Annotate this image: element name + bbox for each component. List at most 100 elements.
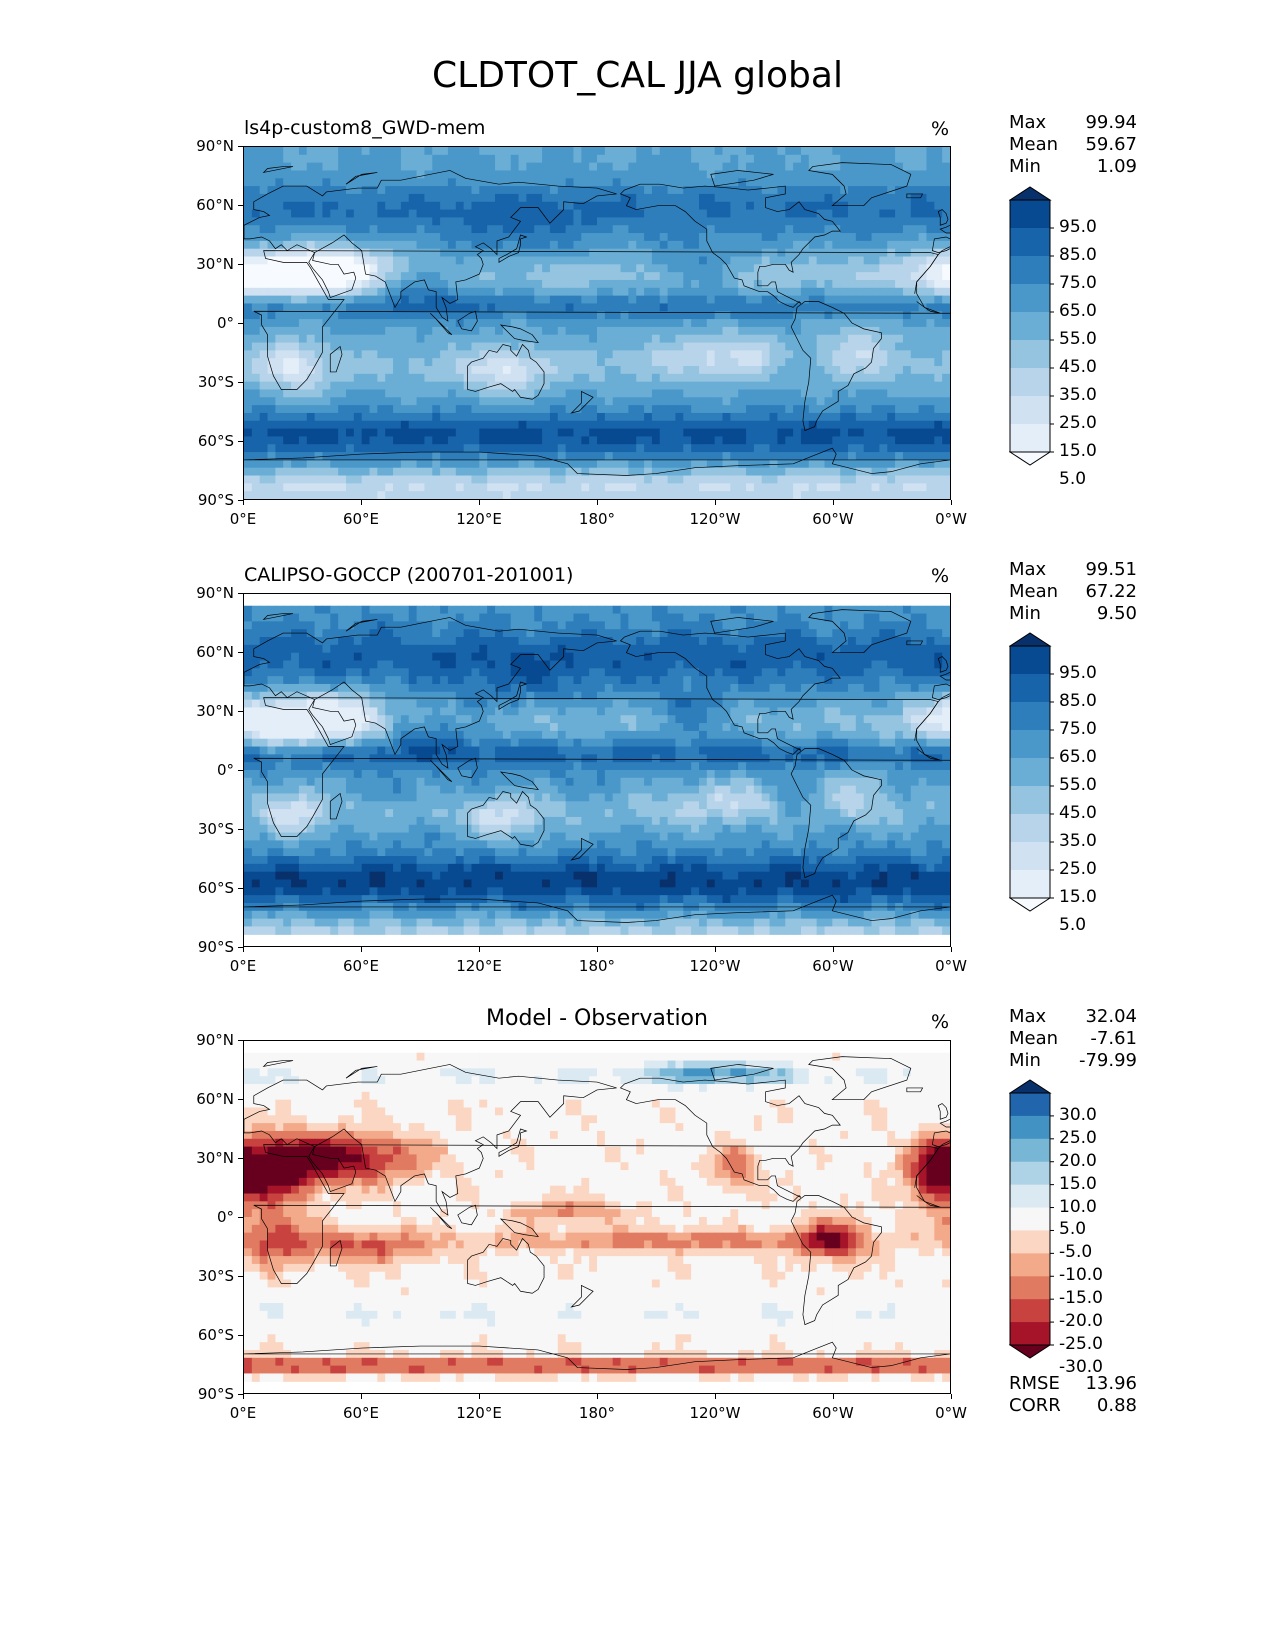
field-cell [832, 436, 841, 445]
field-cell [306, 373, 316, 383]
field-cell [840, 311, 849, 320]
field-cell [361, 342, 371, 351]
field-cell [612, 233, 622, 242]
field-cell [753, 256, 763, 265]
field-cell [314, 358, 324, 367]
field-cell [895, 287, 904, 297]
field-cell [785, 475, 794, 484]
field-cell [408, 358, 418, 367]
field-cell [283, 459, 292, 469]
field-cell [636, 467, 645, 477]
field-cell [808, 248, 818, 258]
field-cell [369, 397, 378, 406]
field-cell [510, 279, 520, 289]
field-cell [769, 668, 779, 677]
field-cell [502, 334, 512, 344]
field-cell [628, 256, 637, 265]
field-cell [408, 342, 418, 351]
field-cell [581, 334, 590, 344]
field-cell [910, 436, 920, 445]
field-cell [785, 613, 794, 622]
field-cell [934, 621, 943, 630]
field-cell [863, 405, 873, 414]
field-cell [502, 225, 512, 234]
field-cell [934, 186, 943, 195]
field-cell [761, 373, 771, 383]
field-cell [848, 326, 857, 336]
field-cell [510, 412, 520, 422]
field-cell [832, 668, 841, 677]
field-cell [667, 373, 677, 383]
field-cell [408, 644, 418, 654]
field-cell [753, 676, 763, 685]
field-cell [887, 350, 896, 359]
field-cell [267, 342, 276, 351]
field-cell [495, 467, 504, 477]
field-cell [604, 326, 614, 336]
field-cell [573, 225, 582, 234]
field-cell [800, 436, 810, 445]
field-cell [793, 660, 802, 669]
field-cell [338, 154, 347, 164]
field-cell [714, 264, 724, 273]
field-cell [322, 295, 331, 305]
field-cell [495, 389, 504, 398]
field-cell [800, 201, 810, 211]
field-cell [510, 621, 520, 630]
field-cell [761, 147, 771, 156]
field-cell [777, 444, 786, 453]
field-cell [291, 420, 300, 430]
field-cell [918, 295, 928, 305]
field-cell [518, 475, 527, 484]
field-cell [659, 613, 669, 622]
field-cell [816, 459, 826, 469]
field-cell [471, 436, 480, 445]
field-cell [628, 629, 637, 638]
field-cell [628, 154, 637, 164]
field-cell [855, 491, 865, 499]
field-cell [604, 668, 614, 677]
field-cell [479, 154, 488, 164]
field-cell [440, 217, 449, 226]
field-cell [534, 217, 543, 226]
field-cell [322, 444, 331, 453]
field-cell [879, 303, 888, 312]
field-cell [691, 605, 700, 615]
field-cell [542, 412, 551, 422]
field-cell [659, 459, 669, 469]
field-cell [698, 311, 708, 320]
field-cell [910, 629, 920, 638]
field-cell [322, 683, 331, 693]
field-cell [785, 147, 794, 156]
field-cell [291, 436, 300, 445]
field-cell [471, 193, 480, 203]
field-cell [698, 201, 708, 211]
field-cell [393, 668, 402, 677]
field-cell [471, 605, 480, 615]
field-cell [683, 233, 692, 242]
field-cell [408, 162, 418, 172]
field-cell [393, 389, 402, 398]
field-cell [604, 605, 614, 615]
field-cell [432, 405, 441, 414]
field-cell [871, 154, 880, 164]
field-cell [463, 491, 473, 499]
field-cell [597, 178, 606, 187]
field-cell [244, 459, 253, 469]
field-cell [275, 428, 284, 438]
field-cell [495, 366, 504, 375]
field-cell [746, 209, 755, 218]
field-cell [714, 452, 724, 461]
field-cell [291, 676, 300, 685]
field-cell [322, 412, 331, 422]
field-cell [416, 193, 426, 203]
field-cell [644, 264, 653, 273]
field-cell [338, 256, 347, 265]
field-cell [895, 225, 904, 234]
field-cell [698, 295, 708, 305]
field-cell [385, 279, 394, 289]
field-cell [259, 209, 269, 218]
field-cell [353, 295, 363, 305]
field-cell [934, 358, 943, 367]
field-cell [565, 303, 575, 312]
